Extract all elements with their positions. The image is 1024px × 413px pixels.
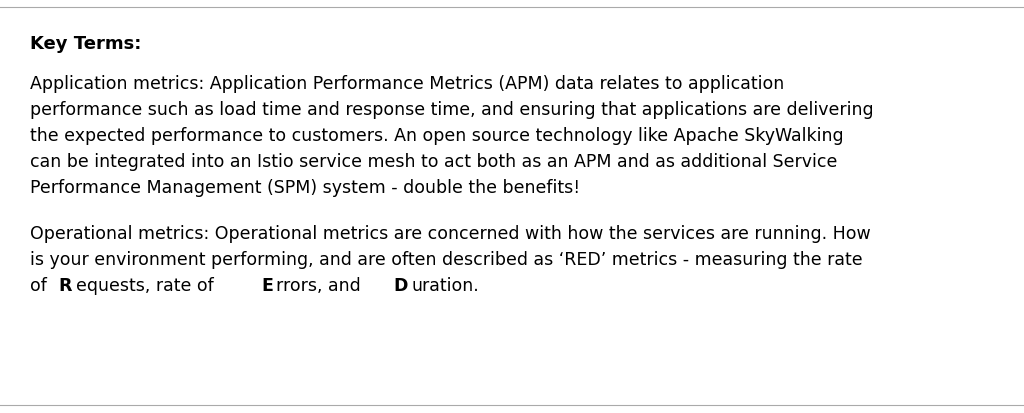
Text: E: E: [261, 276, 273, 294]
Text: equests, rate of: equests, rate of: [77, 276, 219, 294]
Text: is your environment performing, and are often described as ‘RED’ metrics - measu: is your environment performing, and are …: [30, 250, 862, 268]
Text: Application metrics: Application Performance Metrics (APM) data relates to appli: Application metrics: Application Perform…: [30, 75, 784, 93]
Text: R: R: [58, 276, 73, 294]
Text: D: D: [393, 276, 408, 294]
Text: uration.: uration.: [412, 276, 479, 294]
Text: performance such as load time and response time, and ensuring that applications : performance such as load time and respon…: [30, 101, 873, 119]
Text: Operational metrics: Operational metrics are concerned with how the services are: Operational metrics: Operational metrics…: [30, 224, 870, 242]
Text: rrors, and: rrors, and: [276, 276, 367, 294]
Text: the expected performance to customers. An open source technology like Apache Sky: the expected performance to customers. A…: [30, 127, 844, 145]
Text: can be integrated into an Istio service mesh to act both as an APM and as additi: can be integrated into an Istio service …: [30, 153, 838, 171]
Text: Key Terms:: Key Terms:: [30, 35, 141, 53]
Text: Performance Management (SPM) system - double the benefits!: Performance Management (SPM) system - do…: [30, 178, 581, 197]
Text: of: of: [30, 276, 52, 294]
